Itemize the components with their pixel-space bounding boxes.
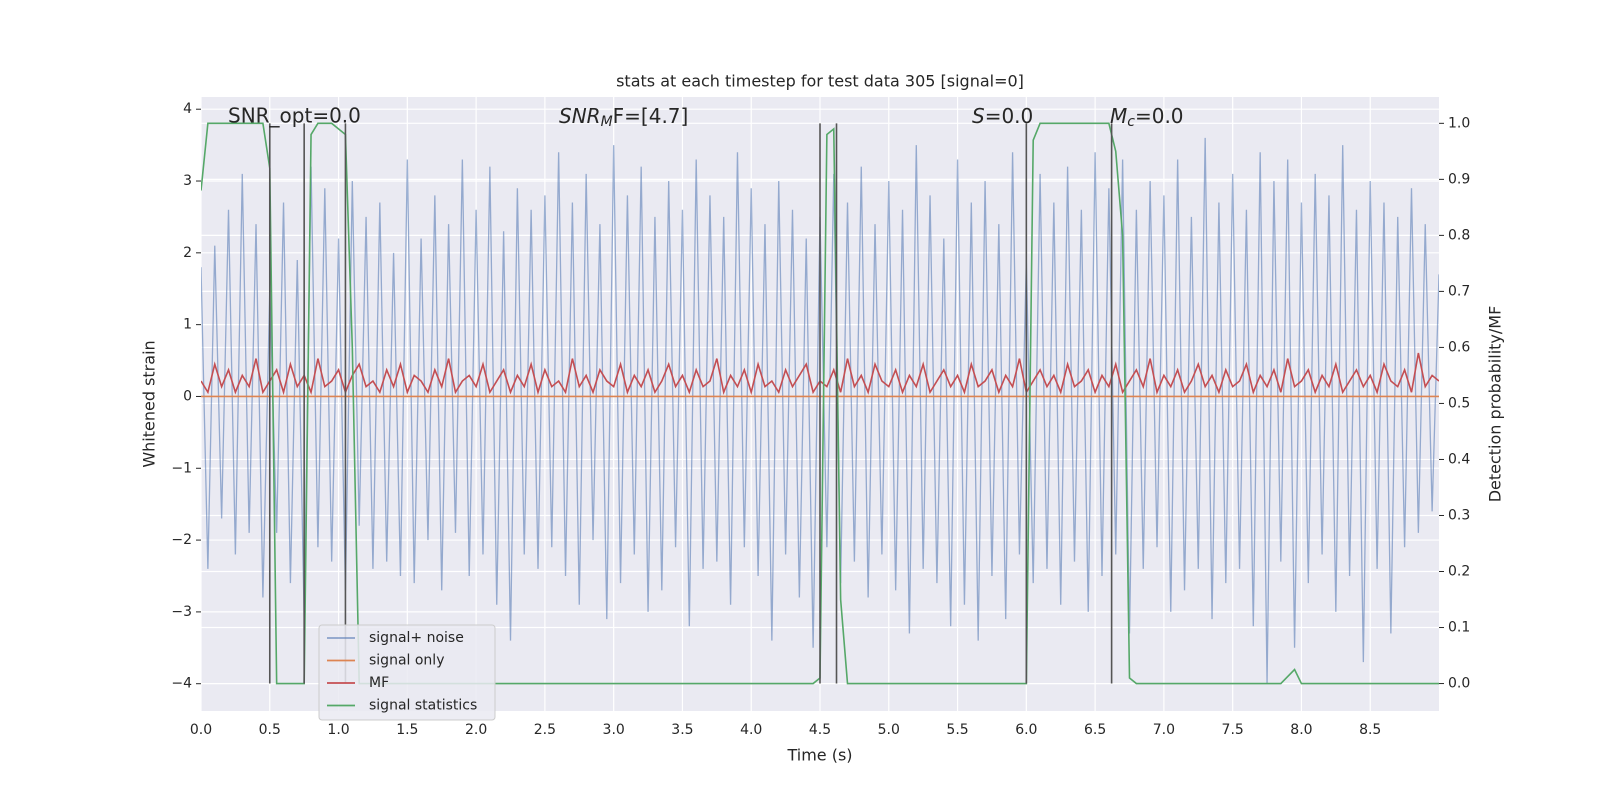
x-tick-label: 5.5 bbox=[946, 722, 968, 738]
x-tick-label: 0.5 bbox=[259, 722, 281, 738]
annotation: SNR_opt=0.0 bbox=[228, 104, 361, 128]
annotation-tail: =0.0 bbox=[985, 104, 1034, 128]
legend-label: signal statistics bbox=[369, 698, 477, 714]
x-tick-label: 4.5 bbox=[809, 722, 831, 738]
x-tick-label: 3.5 bbox=[671, 722, 693, 738]
y2-tick-label: 1.0 bbox=[1448, 115, 1470, 131]
annotation-sub: M bbox=[601, 114, 613, 130]
x-tick-label: 8.0 bbox=[1290, 722, 1312, 738]
y-tick-label: 3 bbox=[183, 173, 192, 189]
y-tick-label: 1 bbox=[183, 317, 192, 333]
annotation-base: SNR bbox=[559, 104, 601, 128]
y-tick-label: −3 bbox=[171, 604, 192, 620]
y2-tick-label: 0.5 bbox=[1448, 395, 1470, 411]
y-tick-label: 0 bbox=[183, 388, 192, 404]
annotation: S=0.0 bbox=[972, 104, 1033, 128]
annotation: Mc=0.0 bbox=[1110, 104, 1184, 131]
y-tick-label: 2 bbox=[183, 245, 192, 261]
annotation-base: M bbox=[1110, 104, 1127, 128]
legend-label: signal+ noise bbox=[369, 630, 464, 646]
y2-axis-label: Detection probability/MF bbox=[1486, 306, 1505, 503]
x-tick-label: 0.0 bbox=[190, 722, 212, 738]
plot-layer bbox=[201, 122, 1439, 685]
x-tick-label: 8.5 bbox=[1359, 722, 1381, 738]
y2-tick-label: 0.9 bbox=[1448, 171, 1470, 187]
x-axis-label: Time (s) bbox=[786, 746, 852, 765]
y-tick-label: −4 bbox=[171, 676, 192, 692]
y2-tick-label: 0.6 bbox=[1448, 339, 1470, 355]
y-tick-label: −2 bbox=[171, 532, 192, 548]
chart-title: stats at each timestep for test data 305… bbox=[616, 72, 1024, 91]
x-tick-label: 6.5 bbox=[1084, 722, 1106, 738]
x-tick-label: 1.0 bbox=[327, 722, 349, 738]
y2-tick-label: 0.0 bbox=[1448, 676, 1470, 692]
legend-label: signal only bbox=[369, 653, 444, 669]
y-tick-label: 4 bbox=[183, 101, 192, 117]
x-tick-label: 2.0 bbox=[465, 722, 487, 738]
annotation-tail: F=[4.7] bbox=[613, 104, 689, 128]
x-tick-label: 3.0 bbox=[603, 722, 625, 738]
y-axis-label: Whitened strain bbox=[140, 340, 159, 467]
x-tick-label: 2.5 bbox=[534, 722, 556, 738]
annotation-base: S bbox=[972, 104, 985, 128]
y2-tick-label: 0.7 bbox=[1448, 283, 1470, 299]
x-tick-label: 7.5 bbox=[1222, 722, 1244, 738]
y2-tick-label: 0.4 bbox=[1448, 451, 1470, 467]
y-tick-label: −1 bbox=[171, 460, 192, 476]
x-tick-label: 1.5 bbox=[396, 722, 418, 738]
y2-tick-label: 0.8 bbox=[1448, 227, 1470, 243]
annotation: SNRMF=[4.7] bbox=[559, 104, 688, 131]
y2-tick-label: 0.2 bbox=[1448, 564, 1470, 580]
x-tick-label: 5.0 bbox=[878, 722, 900, 738]
x-tick-label: 7.0 bbox=[1153, 722, 1175, 738]
x-tick-label: 6.0 bbox=[1015, 722, 1037, 738]
annotation-tail: =0.0 bbox=[1135, 104, 1184, 128]
legend-label: MF bbox=[369, 675, 389, 691]
series-line bbox=[201, 122, 1439, 685]
legend-box bbox=[318, 624, 496, 721]
x-tick-label: 4.0 bbox=[740, 722, 762, 738]
y2-tick-label: 0.3 bbox=[1448, 507, 1470, 523]
y2-tick-label: 0.1 bbox=[1448, 620, 1470, 636]
annotation-sub: c bbox=[1127, 114, 1135, 130]
